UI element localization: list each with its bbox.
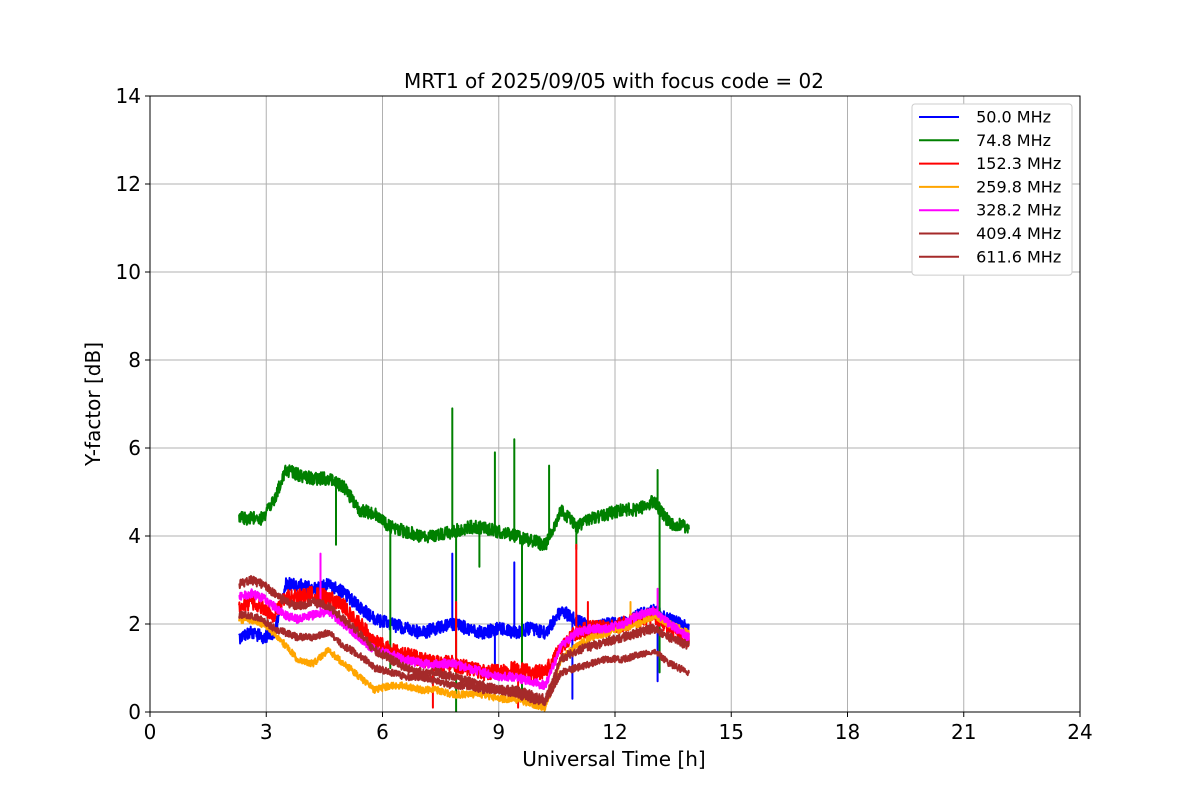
y-tick-label: 10 (116, 260, 141, 284)
legend-label: 328.2 MHz (971, 201, 1061, 220)
series-line-7 (238, 610, 690, 707)
y-tick-label: 2 (128, 612, 141, 636)
legend-label: 74.8 MHz (971, 131, 1051, 150)
series-line-5 (238, 552, 690, 690)
series-line-6 (238, 575, 690, 704)
x-tick-label: 0 (144, 720, 157, 744)
x-tick-label: 18 (835, 720, 860, 744)
x-tick-label: 3 (260, 720, 273, 744)
legend-label: 259.8 MHz (971, 177, 1061, 196)
chart-title: MRT1 of 2025/09/05 with focus code = 02 (404, 69, 824, 93)
y-tick-label: 14 (116, 84, 141, 108)
y-tick-label: 0 (128, 700, 141, 724)
legend-label: 409.4 MHz (971, 224, 1061, 243)
y-tick-label: 8 (128, 348, 141, 372)
series-line-2 (238, 407, 690, 712)
legend: 50.0 MHz 74.8 MHz 152.3 MHz 259.8 MHz 32… (911, 103, 1073, 276)
y-tick-label: 12 (116, 172, 141, 196)
y-tick-layer: 0 2 4 6 8 10 12 14 (116, 84, 150, 724)
legend-label: 152.3 MHz (971, 154, 1061, 173)
x-tick-label: 6 (376, 720, 389, 744)
x-tick-label: 24 (1067, 720, 1092, 744)
x-tick-label: 9 (492, 720, 505, 744)
x-axis-label: Universal Time [h] (522, 747, 705, 771)
y-tick-label: 6 (128, 436, 141, 460)
legend-box (911, 103, 1073, 276)
x-tick-label: 15 (719, 720, 744, 744)
y-axis-label: Y-factor [dB] (81, 342, 105, 467)
legend-label: 50.0 MHz (971, 108, 1051, 127)
x-tick-label: 12 (602, 720, 627, 744)
y-tick-label: 4 (128, 524, 141, 548)
series-line-1 (238, 552, 690, 700)
x-tick-layer: 0 3 6 9 12 15 18 21 24 (144, 712, 1093, 744)
series-layer (238, 407, 690, 712)
x-tick-label: 21 (951, 720, 976, 744)
legend-label: 611.6 MHz (971, 247, 1061, 266)
